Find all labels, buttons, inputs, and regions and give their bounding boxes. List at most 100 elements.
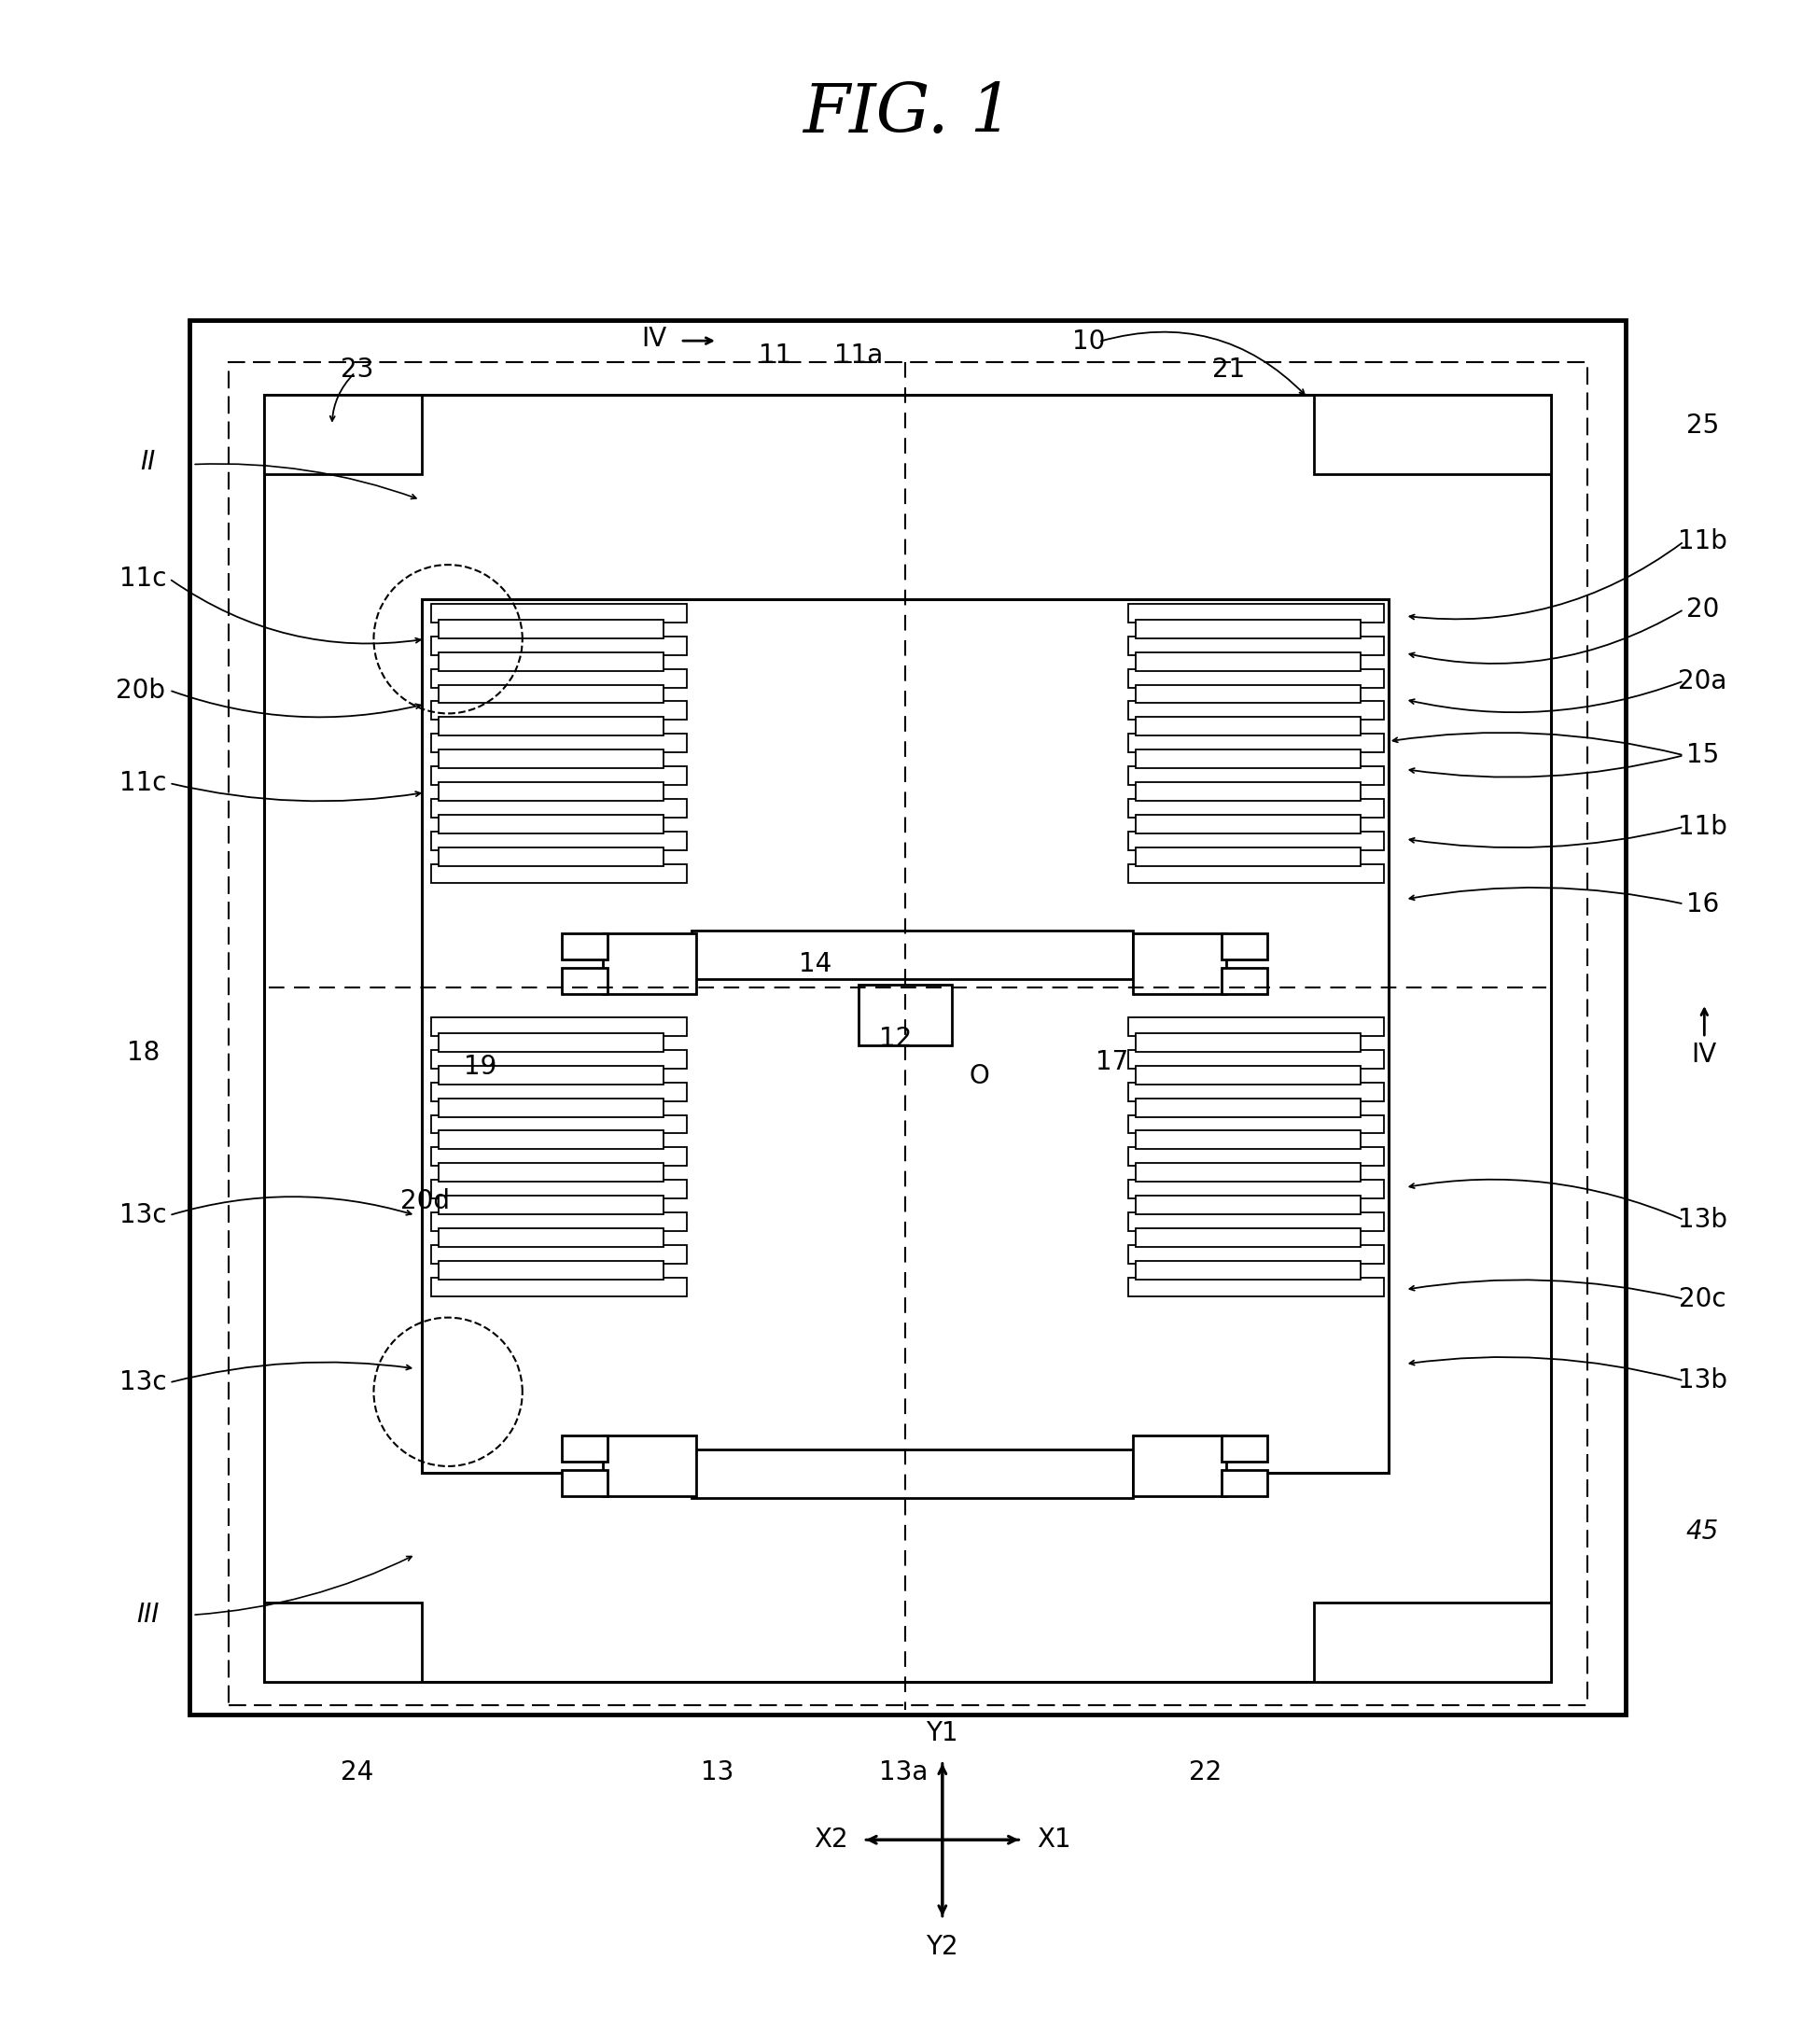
Text: 11a: 11a <box>834 343 883 368</box>
Text: 19: 19 <box>465 1053 498 1079</box>
Text: III: III <box>136 1602 160 1627</box>
Bar <box>439 1065 663 1083</box>
Text: 22: 22 <box>1189 1760 1222 1784</box>
Bar <box>432 799 686 818</box>
Bar <box>1128 1018 1384 1036</box>
Bar <box>1128 1179 1384 1198</box>
Bar <box>1135 1130 1360 1149</box>
Text: 21: 21 <box>1211 356 1246 382</box>
Bar <box>1220 934 1268 961</box>
Bar <box>189 321 1625 1715</box>
Text: Y2: Y2 <box>926 1934 959 1960</box>
Bar <box>1135 652 1360 670</box>
Bar <box>1135 783 1360 801</box>
Text: 13: 13 <box>701 1760 734 1784</box>
Bar <box>1135 1228 1360 1247</box>
Text: 24: 24 <box>341 1760 374 1784</box>
Bar <box>1128 734 1384 752</box>
Bar <box>439 652 663 670</box>
Text: 13b: 13b <box>1678 1367 1727 1394</box>
Bar <box>1135 1032 1360 1053</box>
Bar <box>432 668 686 687</box>
Text: IV: IV <box>641 325 666 352</box>
Text: 20d: 20d <box>400 1188 450 1214</box>
Text: 11c: 11c <box>120 771 167 797</box>
Bar <box>432 1018 686 1036</box>
Bar <box>439 1228 663 1247</box>
Bar <box>603 934 696 993</box>
Bar <box>1128 1147 1384 1165</box>
Text: 13c: 13c <box>120 1202 167 1228</box>
Bar <box>1128 1083 1384 1102</box>
Bar <box>432 1179 686 1198</box>
Bar <box>1135 717 1360 736</box>
Bar <box>1128 701 1384 719</box>
Bar <box>692 1449 1133 1498</box>
Bar <box>1128 636 1384 654</box>
Bar <box>432 1147 686 1165</box>
Bar <box>439 685 663 703</box>
Text: 11b: 11b <box>1678 529 1727 554</box>
Bar <box>432 1278 686 1296</box>
Bar <box>1135 1261 1360 1280</box>
Bar <box>439 717 663 736</box>
Bar <box>439 1032 663 1053</box>
Bar <box>1128 1245 1384 1263</box>
Text: II: II <box>140 448 156 474</box>
Bar <box>1128 1051 1384 1069</box>
Bar <box>561 969 608 993</box>
Bar <box>432 636 686 654</box>
Bar <box>1128 832 1384 850</box>
Bar <box>603 1435 696 1496</box>
Bar <box>432 701 686 719</box>
Bar <box>229 362 1587 1705</box>
Text: 11c: 11c <box>120 566 167 593</box>
Bar <box>1135 1196 1360 1214</box>
Text: 10: 10 <box>1073 329 1106 356</box>
Bar <box>1135 685 1360 703</box>
Text: 18: 18 <box>127 1040 160 1065</box>
Bar <box>439 816 663 834</box>
Bar <box>432 1212 686 1230</box>
Text: 17: 17 <box>1097 1049 1130 1075</box>
Bar <box>432 832 686 850</box>
Bar <box>439 1196 663 1214</box>
Bar <box>1135 816 1360 834</box>
Bar <box>439 1098 663 1116</box>
Bar <box>432 766 686 785</box>
Bar <box>1128 766 1384 785</box>
Bar <box>1135 1098 1360 1116</box>
Bar <box>859 985 952 1044</box>
Bar <box>432 1114 686 1134</box>
Bar <box>561 1470 608 1496</box>
Bar <box>432 734 686 752</box>
Text: IV: IV <box>1693 1042 1718 1067</box>
Text: 13c: 13c <box>120 1369 167 1396</box>
Bar <box>692 930 1133 979</box>
Text: 20a: 20a <box>1678 668 1727 695</box>
Bar <box>1220 969 1268 993</box>
Bar <box>1135 619 1360 638</box>
Bar <box>1128 799 1384 818</box>
Bar <box>561 934 608 961</box>
Text: X2: X2 <box>814 1827 848 1852</box>
Bar <box>263 1602 421 1682</box>
Bar <box>1133 1435 1226 1496</box>
Bar <box>439 619 663 638</box>
Bar <box>1220 1470 1268 1496</box>
Bar <box>439 848 663 867</box>
Text: 13b: 13b <box>1678 1206 1727 1233</box>
Text: 45: 45 <box>1685 1519 1720 1545</box>
Bar <box>432 1051 686 1069</box>
Bar <box>1315 394 1551 474</box>
Text: 16: 16 <box>1685 891 1720 918</box>
Text: 15: 15 <box>1685 742 1720 769</box>
Bar <box>561 1435 608 1461</box>
Text: 12: 12 <box>879 1026 912 1053</box>
Bar <box>432 1245 686 1263</box>
Bar <box>1128 865 1384 883</box>
Text: O: O <box>970 1063 990 1089</box>
Bar <box>1128 1212 1384 1230</box>
Bar <box>1128 603 1384 621</box>
Bar <box>1133 934 1226 993</box>
